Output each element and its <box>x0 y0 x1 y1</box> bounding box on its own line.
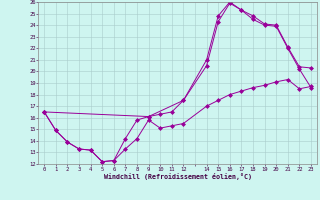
X-axis label: Windchill (Refroidissement éolien,°C): Windchill (Refroidissement éolien,°C) <box>104 173 252 180</box>
